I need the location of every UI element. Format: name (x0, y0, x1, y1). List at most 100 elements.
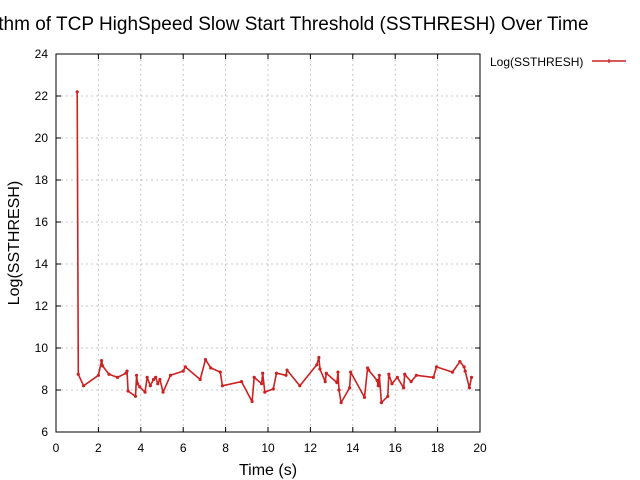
x-tick-label: 8 (222, 441, 229, 455)
data-point (375, 378, 379, 383)
y-tick-label: 14 (35, 257, 49, 271)
data-point (168, 373, 173, 377)
data-point (379, 401, 384, 405)
data-point (156, 382, 160, 386)
data-point (125, 369, 129, 373)
x-axis: 0 2 4 6 8 10 12 14 16 18 20 (53, 54, 487, 455)
data-point (133, 394, 138, 398)
data-point (335, 381, 339, 385)
x-tick-label: 0 (53, 441, 60, 455)
data-point (431, 375, 435, 379)
x-tick-label: 4 (137, 441, 144, 455)
x-tick-label: 20 (473, 441, 487, 455)
data-point (462, 365, 466, 369)
data-point (403, 372, 407, 376)
data-point (263, 390, 267, 394)
data-point (209, 366, 213, 370)
data-point (145, 375, 149, 379)
data-point (203, 357, 208, 362)
data-point (220, 384, 225, 388)
y-tick-label: 24 (35, 47, 49, 61)
data-point (151, 377, 156, 382)
data-point (414, 373, 418, 377)
y-tick-label: 20 (35, 131, 49, 145)
x-tick-label: 6 (180, 441, 187, 455)
data-point (395, 375, 399, 379)
data-point (463, 369, 467, 373)
y-tick-label: 12 (35, 299, 49, 313)
data-point (261, 371, 265, 375)
x-tick-label: 18 (431, 441, 445, 455)
y-tick-label: 18 (35, 173, 49, 187)
data-point (434, 365, 439, 369)
y-axis: 6 8 10 12 14 16 18 20 22 24 (35, 47, 480, 439)
data-point (115, 375, 120, 379)
data-point (126, 389, 130, 393)
data-point (161, 390, 165, 394)
x-tick-label: 12 (304, 441, 318, 455)
x-tick-label: 16 (389, 441, 403, 455)
data-point (101, 364, 105, 368)
data-point (337, 388, 341, 392)
data-point (390, 382, 394, 386)
data-point (323, 380, 327, 384)
data-point (260, 382, 264, 386)
data-point (285, 368, 289, 372)
data-point (349, 370, 353, 374)
legend: Log(SSTHRESH) (490, 55, 626, 69)
data-point (143, 390, 147, 394)
data-point (376, 384, 380, 388)
y-axis-label: Log(SSTHRESH) (6, 181, 23, 305)
series-line (76, 91, 473, 404)
y-tick-label: 6 (41, 425, 48, 439)
data-point (218, 370, 222, 374)
data-point (324, 371, 328, 375)
data-point (183, 365, 187, 369)
data-point (284, 373, 288, 377)
data-point (136, 382, 140, 386)
data-point (198, 377, 202, 382)
data-point (469, 375, 474, 379)
data-point (99, 359, 104, 363)
data-point (134, 373, 139, 377)
x-axis-label: Time (s) (239, 462, 297, 479)
data-point (274, 371, 279, 375)
data-point (386, 394, 390, 398)
data-point (318, 367, 322, 371)
data-point (336, 370, 340, 374)
y-tick-label: 10 (35, 341, 49, 355)
series-layer (75, 90, 474, 405)
data-point (158, 377, 162, 382)
chart-title: Logarithm of TCP HighSpeed Slow Start Th… (0, 14, 589, 35)
x-tick-label: 10 (261, 441, 275, 455)
data-point (271, 387, 275, 391)
data-point (402, 386, 406, 390)
data-point (181, 369, 185, 373)
data-point (367, 368, 371, 372)
legend-label: Log(SSTHRESH) (490, 55, 583, 69)
data-point (362, 395, 367, 399)
data-point (81, 384, 86, 388)
data-point (377, 373, 381, 377)
data-point (138, 385, 142, 389)
data-point (96, 373, 100, 377)
y-tick-label: 8 (41, 383, 48, 397)
data-point (458, 360, 462, 364)
data-point (107, 372, 111, 376)
data-point (348, 386, 352, 390)
data-point (154, 375, 158, 379)
data-point (252, 375, 256, 379)
data-point (148, 384, 152, 388)
x-tick-label: 14 (346, 441, 360, 455)
y-tick-label: 16 (35, 215, 49, 229)
data-point (76, 372, 80, 376)
data-point (317, 355, 321, 360)
data-point (298, 384, 302, 388)
data-point (250, 399, 254, 404)
data-point (467, 386, 471, 390)
x-tick-label: 2 (95, 441, 102, 455)
data-point (450, 370, 455, 374)
data-point (409, 380, 413, 384)
